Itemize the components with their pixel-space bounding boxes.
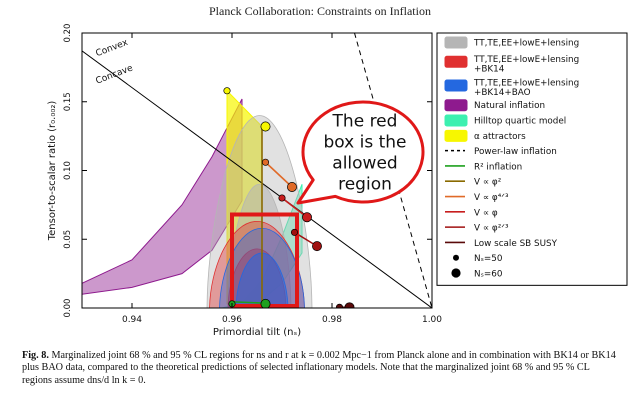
legend-label-11: V ∝ φ²ᐟ³ [474,224,509,234]
x-axis-label: Primordial tilt (nₛ) [213,327,301,338]
legend-frame [436,32,628,286]
legend-label-3: Natural inflation [474,101,545,111]
y-tick-label-1: 0.05 [63,230,73,249]
marker-3 [260,298,271,308]
marker-9 [312,241,322,252]
marker-10 [335,303,344,308]
legend-label-8: V ∝ φ² [474,178,501,188]
y-tick-label-4: 0.20 [63,24,73,43]
x-tick-label-0: 0.94 [122,315,142,325]
legend-swatch-4 [444,114,468,127]
marker-6 [278,194,286,202]
y-tick-label-2: 0.10 [63,161,73,180]
legend-label-4: Hilltop quartic model [474,117,566,127]
legend-label-1: TT,TE,EE+lowE+lensing [473,55,579,65]
legend-label-9: V ∝ φ⁴ᐟ³ [474,193,509,203]
marker-5 [287,182,297,192]
legend-swatch-0 [444,36,468,49]
legend-label-0: TT,TE,EE+lowE+lensing [473,39,579,49]
annotation-1: Concave [94,63,134,86]
reference-line-1 [354,33,432,308]
marker-4 [261,158,270,166]
series-line-2 [264,161,293,188]
legend-swatch-5 [444,129,468,142]
callout-text-line-3: region [338,175,392,195]
legend-label-12: Low scale SB SUSY [474,239,558,249]
legend-label-5: α attractors [474,132,526,142]
series-line-3 [281,197,308,218]
caption-text: Marginalized joint 68 % and 95 % CL regi… [22,350,616,386]
x-tick-label-2: 0.98 [322,315,342,325]
reference-line-0 [82,50,432,308]
page-header: Planck Collaboration: Constraints on Inf… [209,4,431,18]
axes: 0.94 0.96 0.98 1.00 0.00 0.05 0.10 0.15 0.20 Prim… [47,24,442,338]
legend-swatch-1 [444,55,468,68]
plot-content: Convex Concave [82,33,432,308]
legend-swatch-2 [444,79,468,92]
legend-label-14: Nₛ=60 [474,270,503,280]
callout-bubble [296,100,425,205]
callout-text-line-1: box is the [323,133,406,153]
annotation-0: Convex [94,38,130,60]
marker-0 [223,87,231,95]
y-tick-label-3: 0.15 [63,92,73,111]
legend-label-2: TT,TE,EE+lowE+lensing [473,79,579,89]
y-axis-label: Tensor-to-scalar ratio (r₀.₀₀₂) [47,101,58,242]
marker-1 [260,121,271,132]
series-line-1 [231,301,266,304]
legend-swatch-14 [451,268,461,278]
legend: TT,TE,EE+lowE+lensing TT,TE,EE+lowE+lensi… [436,32,628,286]
legend-label-10: V ∝ φ [474,208,498,218]
legend-label-1-line2: +BK14 [474,64,505,74]
legend-swatch-13 [453,254,459,261]
legend-label-2-line2: +BK14+BAO [474,88,531,98]
marker-11 [344,302,355,308]
legend-swatch-3 [444,99,468,112]
callout-text-line-0: The red [332,112,398,132]
legend-label-6: Power-law inflation [474,147,557,157]
y-tick-label-0: 0.00 [63,299,73,318]
x-tick-label-3: 1.00 [422,315,442,325]
callout-text-line-2: allowed [332,154,397,174]
figure-label: Fig. 8. [22,350,49,361]
legend-label-7: R² inflation [474,162,522,172]
marker-7 [302,212,312,223]
marker-8 [290,228,299,236]
figure-caption: Fig. 8. Marginalized joint 68 % and 95 %… [22,350,622,387]
x-tick-label-1: 0.96 [222,315,242,325]
legend-label-13: Nₛ=50 [474,254,503,264]
